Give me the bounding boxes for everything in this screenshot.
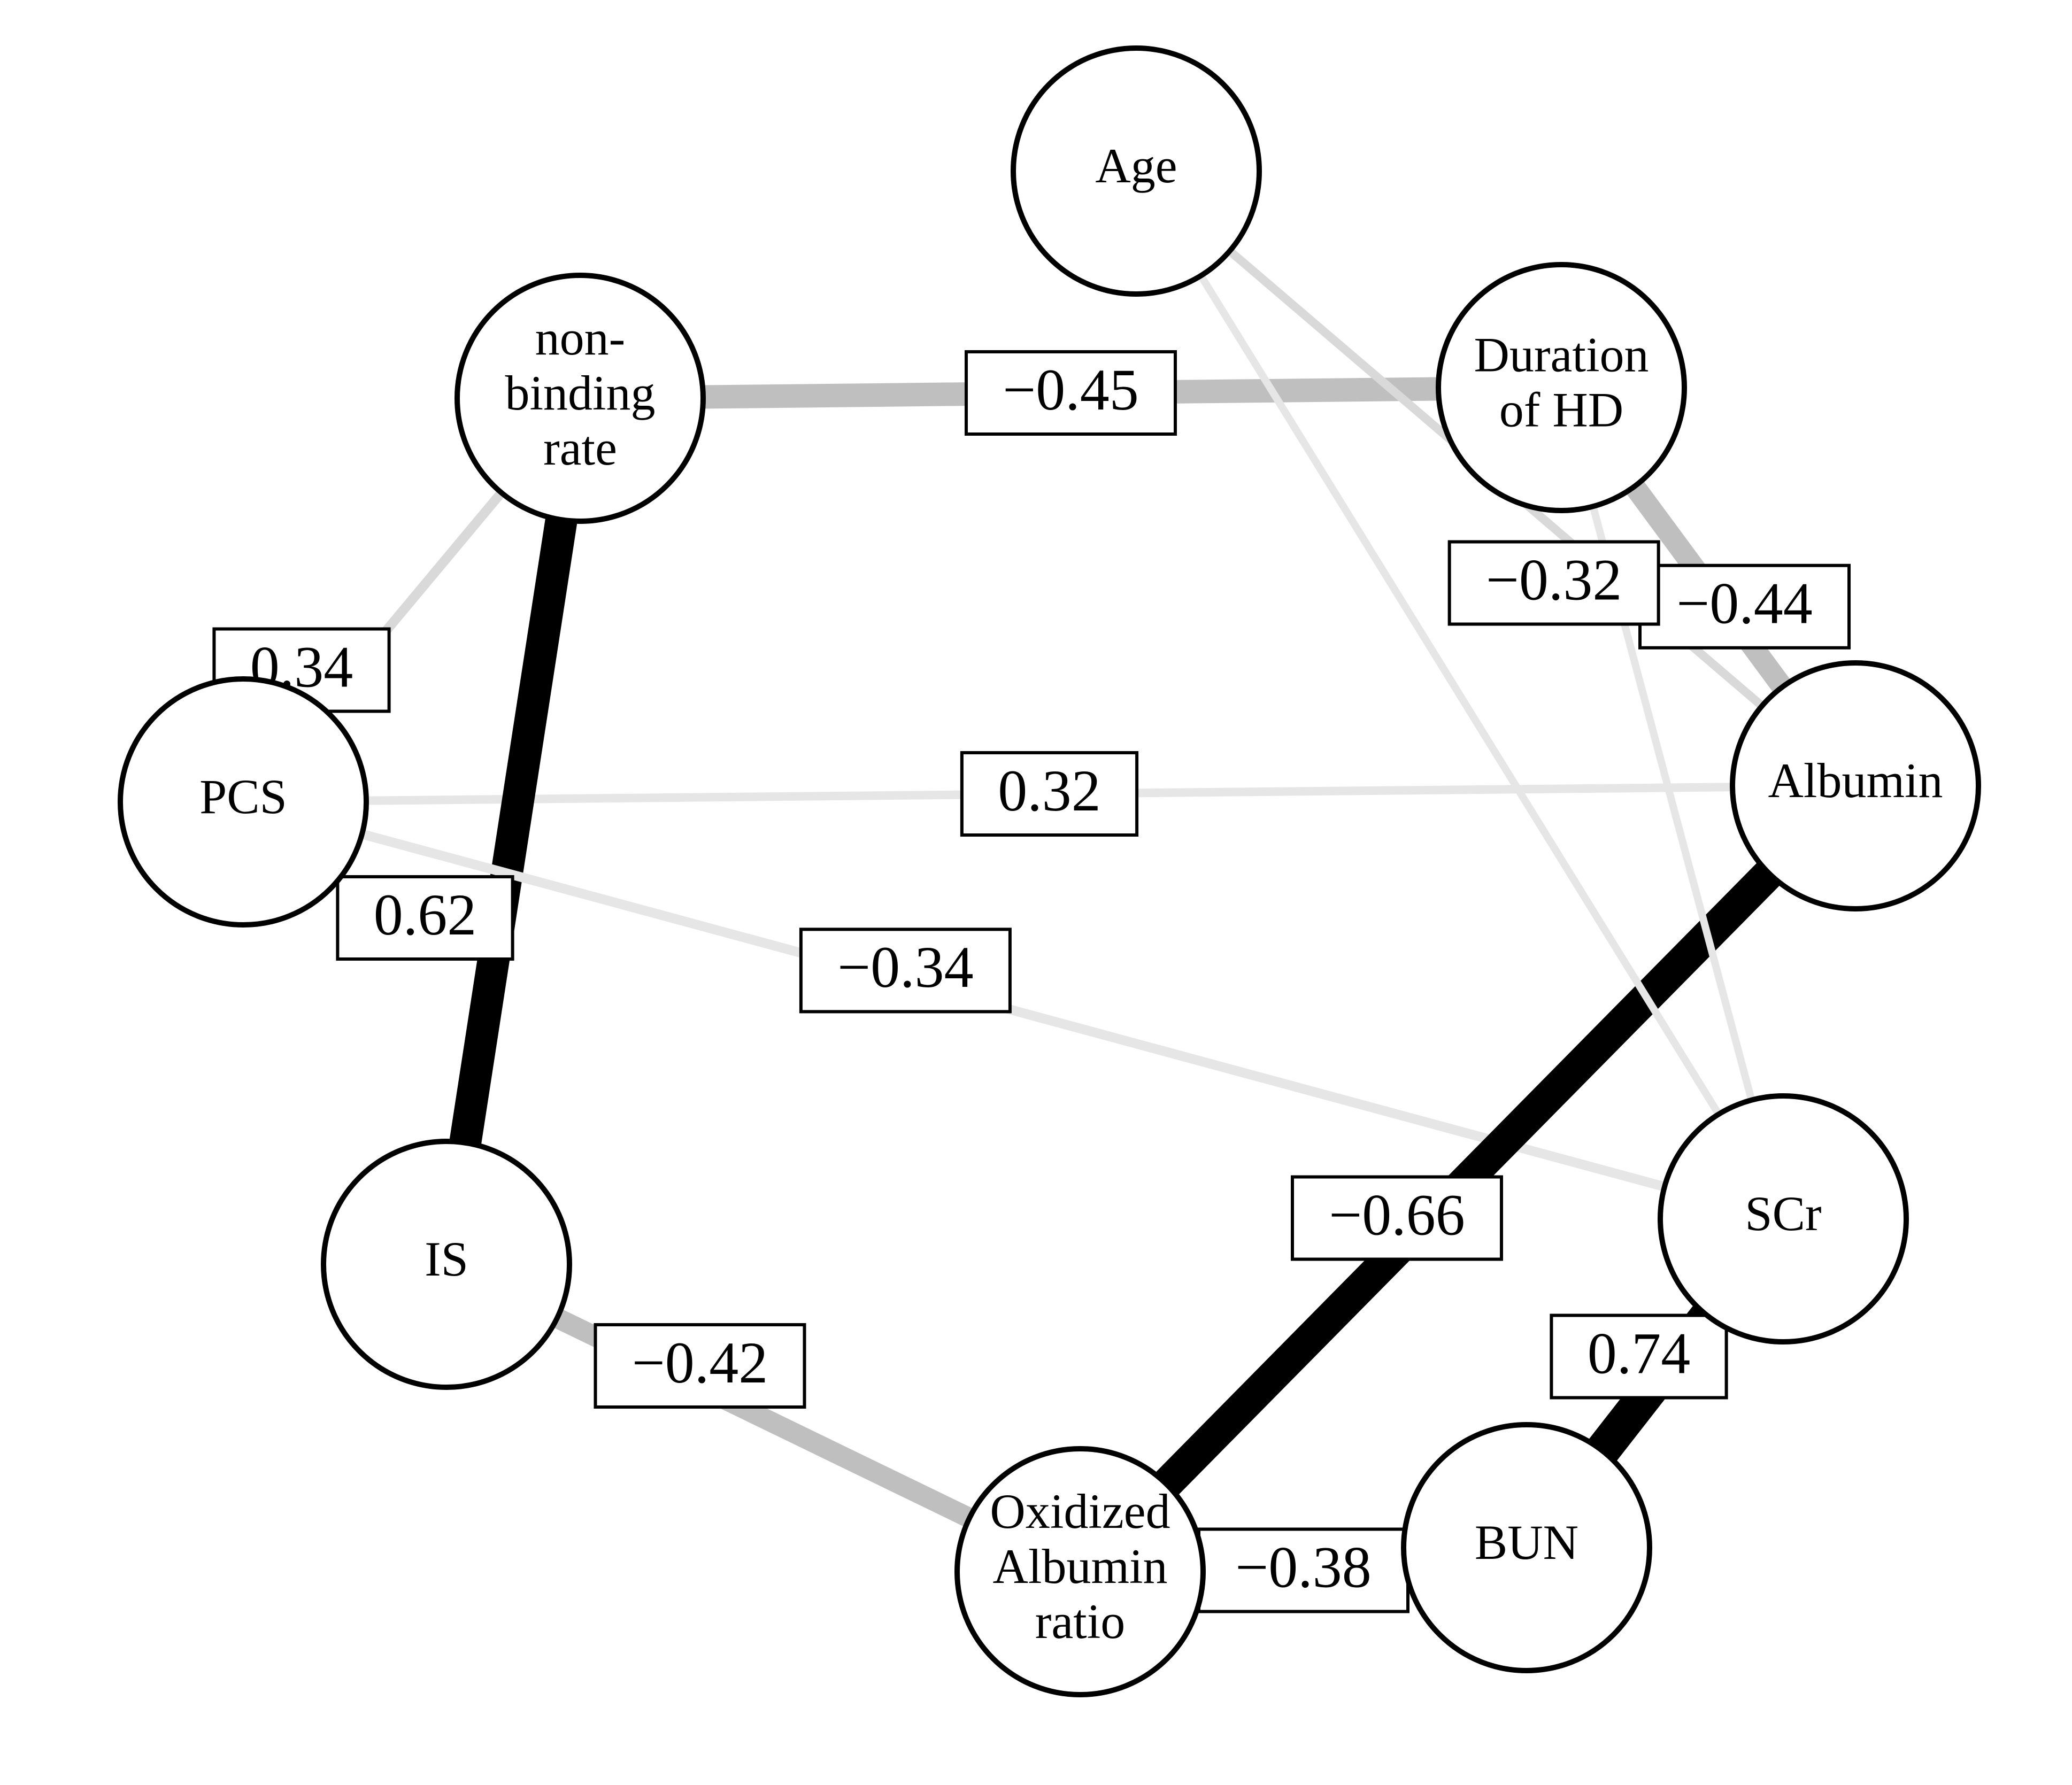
node-bun: BUN (1404, 1425, 1650, 1671)
node-oxalb-label-line-1: Albumin (992, 1539, 1167, 1594)
edge-label-text-albumin-oxalb: −0.66 (1329, 1182, 1465, 1247)
node-pcs-label-line-0: PCS (199, 769, 287, 824)
edge-label-oxalb-bun: −0.38 (1199, 1529, 1408, 1612)
edge-label-text-pcs-albumin: 0.32 (998, 758, 1101, 823)
edge-label-age-albumin: −0.32 (1450, 542, 1659, 624)
node-nbr-label-line-1: binding (505, 366, 655, 420)
edge-pcs-scr (362, 834, 1665, 1187)
node-age: Age (1013, 48, 1259, 294)
edge-label-nbr-duration: −0.45 (966, 352, 1175, 434)
node-pcs: PCS (120, 679, 366, 925)
edge-label-text-pcs-scr: −0.34 (837, 934, 974, 1000)
edge-label-bun-scr: 0.74 (1551, 1316, 1726, 1398)
edge-label-text-is-oxalb: −0.42 (632, 1330, 768, 1395)
edge-label-albumin-oxalb: −0.66 (1292, 1177, 1501, 1259)
node-age-label-line-0: Age (1095, 138, 1177, 193)
node-duration-label-line-0: Duration (1474, 328, 1649, 382)
edge-label-text-nbr-duration: −0.45 (1003, 357, 1139, 422)
node-nbr-label-line-2: rate (543, 421, 617, 475)
node-nbr: non-bindingrate (457, 275, 703, 521)
edge-label-is-oxalb: −0.42 (596, 1325, 805, 1407)
edge-label-text-age-albumin: −0.32 (1486, 547, 1622, 612)
node-oxalb-label-line-2: ratio (1035, 1594, 1126, 1649)
edge-label-duration-albumin: −0.44 (1640, 566, 1849, 648)
nodes-layer: AgeDurationof HDAlbuminSCrBUNOxidizedAlb… (120, 48, 1978, 1695)
edge-label-text-bun-scr: 0.74 (1588, 1320, 1691, 1386)
node-duration-label-line-1: of HD (1499, 383, 1624, 437)
edge-label-nbr-is: 0.62 (337, 877, 512, 959)
node-nbr-label-line-0: non- (535, 311, 626, 365)
edge-nbr-is (465, 520, 561, 1142)
node-is-label-line-0: IS (425, 1232, 468, 1286)
node-scr: SCr (1660, 1096, 1906, 1342)
edge-label-pcs-scr: −0.34 (801, 929, 1010, 1011)
node-is: IS (323, 1141, 569, 1387)
edge-label-text-nbr-is: 0.62 (374, 882, 477, 947)
edge-label-text-duration-albumin: −0.44 (1676, 571, 1813, 636)
node-scr-label-line-0: SCr (1745, 1186, 1821, 1241)
node-oxalb-label-line-0: Oxidized (990, 1484, 1170, 1539)
node-albumin-label-line-0: Albumin (1768, 753, 1943, 808)
node-bun-label-line-0: BUN (1475, 1515, 1578, 1570)
correlation-network: −0.450.34−0.44−0.320.320.62−0.34−0.66−0.… (0, 0, 2072, 1785)
edge-label-pcs-albumin: 0.32 (962, 753, 1137, 835)
node-duration: Durationof HD (1438, 265, 1684, 511)
node-albumin: Albumin (1732, 663, 1978, 909)
node-oxalb: OxidizedAlbuminratio (957, 1449, 1203, 1695)
edge-label-text-oxalb-bun: −0.38 (1235, 1534, 1372, 1599)
